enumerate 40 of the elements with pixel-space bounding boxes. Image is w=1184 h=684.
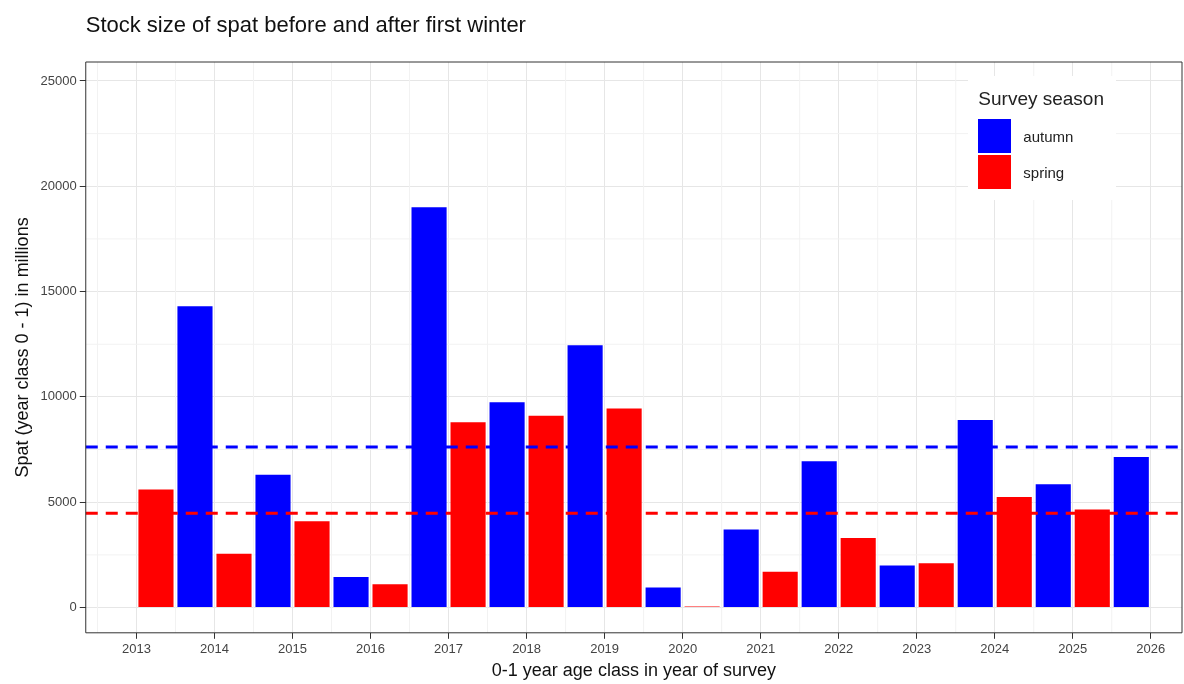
x-tick-label: 2017 — [434, 641, 464, 657]
x-tick-label: 2023 — [902, 641, 932, 657]
bar — [801, 461, 837, 608]
x-tick-label: 2026 — [1136, 641, 1166, 657]
bar — [372, 584, 408, 608]
bar — [255, 474, 291, 608]
x-tick-label: 2025 — [1058, 641, 1088, 657]
bar — [723, 529, 759, 608]
y-tick-label: 15000 — [40, 283, 77, 299]
x-tick-label: 2022 — [824, 641, 854, 657]
chart-title: Stock size of spat before and after first winter — [85, 12, 526, 38]
bar — [645, 587, 681, 608]
bar — [762, 571, 798, 608]
x-tick-label: 2024 — [980, 641, 1010, 657]
y-tick-label: 20000 — [40, 177, 77, 193]
bar — [918, 563, 954, 608]
x-tick-label: 2020 — [668, 641, 698, 657]
legend-label: spring — [1023, 163, 1065, 181]
y-tick-label: 5000 — [47, 493, 77, 509]
y-tick-label: 25000 — [40, 72, 77, 88]
bar — [294, 521, 330, 608]
y-tick-label: 0 — [69, 599, 77, 615]
x-tick-label: 2021 — [746, 641, 776, 657]
legend-title: Survey season — [978, 88, 1104, 110]
x-tick-label: 2019 — [590, 641, 620, 657]
y-axis-title: Spat (year class 0 - 1) in millions — [11, 217, 32, 478]
x-tick-label: 2016 — [356, 641, 385, 657]
x-tick-label: 2013 — [122, 641, 151, 657]
x-axis-title: 0-1 year age class in year of survey — [491, 660, 776, 681]
bar — [840, 538, 876, 608]
x-tick-label: 2018 — [512, 641, 542, 657]
x-tick-label: 2014 — [200, 641, 229, 657]
bar — [1113, 456, 1149, 608]
bar — [1035, 484, 1071, 608]
x-tick-label: 2015 — [278, 641, 307, 657]
legend-label: autumn — [1023, 127, 1074, 145]
y-tick-label: 10000 — [40, 388, 77, 404]
bar — [333, 576, 369, 608]
bar — [216, 553, 252, 608]
bar — [879, 565, 915, 608]
